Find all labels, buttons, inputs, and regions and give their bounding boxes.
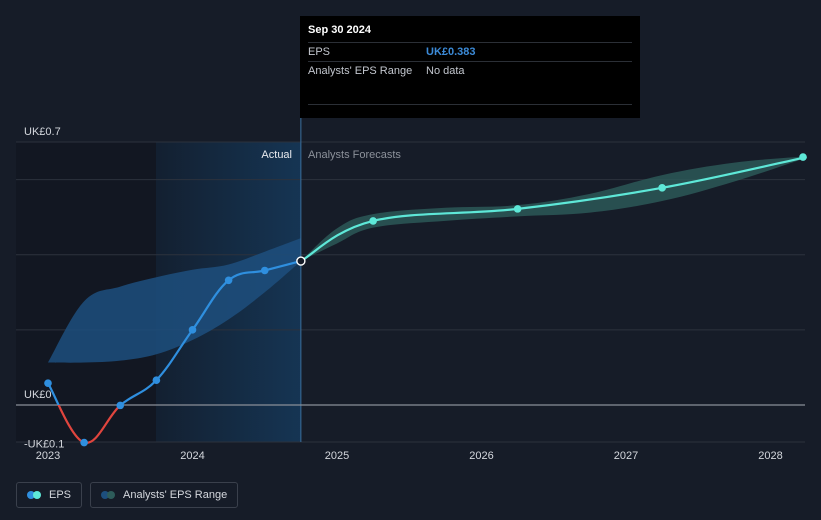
eps-point-highlighted [296,256,306,266]
y-tick-label: UK£0 [24,389,52,401]
tooltip-range-label: Analysts' EPS Range [308,65,413,77]
tooltip-range-row: Analysts' EPS Range No data [308,61,632,80]
eps-line-forecast [300,155,807,263]
tooltip-range-value: No data [426,65,465,77]
legend-eps[interactable]: EPS [16,482,83,508]
forecast-eps-range-band [300,156,807,262]
eps-point [224,276,233,285]
eps-point [44,379,52,388]
eps-point [152,376,161,385]
eps-forecast-point [658,184,666,192]
actual-eps-range-band [48,238,301,363]
x-tick-label: 2023 [36,450,60,462]
y-tick-label: -UK£0.1 [24,439,64,451]
eps-point [80,438,88,447]
eps-forecast-point [513,205,522,213]
y-tick-label: UK£0.7 [24,126,61,138]
x-tick-label: 2026 [469,450,493,462]
x-tick-label: 2025 [325,450,349,462]
eps-point [188,326,197,334]
tooltip-divider [308,80,632,105]
tooltip-eps-label: EPS [308,46,331,58]
x-tick-label: 2024 [180,450,204,462]
tooltip-eps-row: EPS UK£0.383 [308,42,632,61]
eps-forecast-point [799,153,807,161]
eps-forecast-point [369,217,377,225]
x-tick-label: 2028 [758,450,782,462]
eps-point [260,266,269,275]
legend-eps-label: EPS [49,489,72,501]
legend: EPS Analysts' EPS Range [16,482,239,508]
tooltip: Sep 30 2024 EPS UK£0.383 Analysts' EPS R… [300,16,640,118]
eps-range-legend-icon [101,491,117,499]
eps-point [116,401,125,410]
eps-legend-icon [27,491,43,499]
actual-label: Actual [261,149,292,161]
x-tick-label: 2027 [614,450,638,462]
tooltip-eps-value: UK£0.383 [426,46,476,58]
legend-eps-range[interactable]: Analysts' EPS Range [90,482,239,508]
legend-range-label: Analysts' EPS Range [123,489,228,501]
tooltip-date: Sep 30 2024 [308,24,371,36]
eps-line-actual [47,260,302,405]
forecast-label: Analysts Forecasts [308,149,401,161]
